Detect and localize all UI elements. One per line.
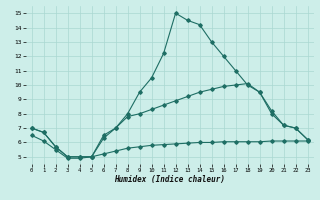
X-axis label: Humidex (Indice chaleur): Humidex (Indice chaleur) [114, 175, 225, 184]
